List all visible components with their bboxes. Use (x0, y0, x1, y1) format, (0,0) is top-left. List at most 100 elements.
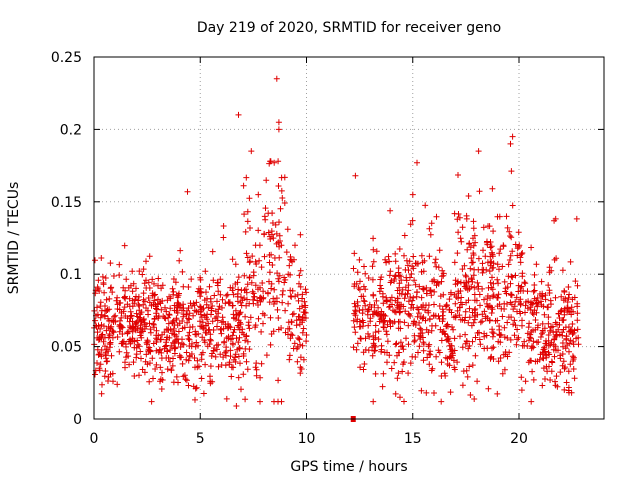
data-point (373, 248, 380, 255)
data-point (101, 289, 108, 296)
data-point (541, 311, 548, 318)
data-point (143, 351, 150, 358)
data-point (352, 329, 359, 336)
data-point (186, 329, 193, 336)
data-point (401, 398, 407, 405)
data-point (129, 318, 136, 325)
data-point (568, 304, 575, 311)
data-point (394, 375, 401, 382)
data-point (561, 289, 568, 295)
data-point (472, 239, 479, 246)
data-point (104, 358, 111, 365)
data-point (469, 338, 476, 345)
data-point (352, 172, 359, 179)
data-point (370, 398, 377, 405)
data-point (426, 350, 433, 357)
data-point (220, 234, 227, 241)
data-point (299, 303, 305, 310)
data-point (547, 327, 553, 334)
data-point (457, 288, 464, 294)
data-point (129, 297, 136, 304)
data-point (461, 262, 468, 269)
data-point (290, 310, 297, 317)
data-point (414, 159, 420, 166)
data-point (301, 298, 308, 305)
data-point (244, 208, 251, 215)
data-point (465, 278, 472, 285)
data-point (276, 232, 283, 239)
data-point (365, 275, 372, 281)
data-point (495, 291, 502, 298)
data-point (152, 366, 159, 372)
data-point (475, 283, 482, 290)
data-point (98, 347, 105, 353)
data-point (462, 331, 469, 338)
data-point (566, 308, 573, 315)
data-point (553, 331, 560, 338)
data-point (106, 340, 113, 347)
data-point (159, 369, 165, 376)
data-point (552, 294, 559, 301)
data-point (197, 288, 204, 295)
data-point (535, 339, 542, 345)
data-point (440, 328, 447, 335)
data-point (265, 229, 272, 236)
data-point (193, 308, 200, 315)
data-point (545, 304, 552, 311)
data-point (244, 218, 251, 225)
data-point (143, 258, 149, 265)
data-point (151, 280, 157, 287)
data-point (271, 398, 277, 405)
data-point (466, 305, 473, 312)
data-point (147, 326, 154, 333)
data-point (222, 349, 229, 356)
data-point (420, 347, 427, 354)
data-point (113, 297, 120, 304)
data-point (227, 347, 234, 354)
data-point (96, 365, 103, 372)
data-point (281, 200, 288, 206)
data-point (152, 291, 158, 298)
data-point (494, 303, 501, 310)
data-point (164, 347, 171, 354)
data-point (471, 307, 478, 314)
data-point (536, 356, 543, 363)
data-point (138, 309, 145, 316)
data-point (217, 351, 224, 358)
data-point (169, 285, 176, 292)
data-point (474, 279, 481, 286)
data-point (468, 255, 475, 262)
data-point (114, 294, 121, 301)
data-point (470, 259, 476, 266)
data-point (570, 354, 577, 361)
data-point (489, 345, 495, 352)
data-point (159, 297, 166, 304)
data-point (494, 294, 500, 301)
data-point (396, 308, 403, 315)
data-point (146, 253, 153, 260)
data-point (396, 246, 403, 252)
data-point (558, 293, 565, 300)
data-point (442, 303, 449, 310)
data-point (541, 325, 548, 332)
data-point (116, 328, 123, 335)
data-point (448, 354, 455, 361)
data-point (276, 219, 282, 226)
data-point (114, 306, 121, 312)
data-point (402, 308, 409, 315)
data-point (162, 304, 168, 311)
data-point (170, 339, 177, 346)
data-point (533, 261, 540, 268)
data-point (531, 295, 538, 302)
data-point (377, 276, 384, 283)
data-point (217, 291, 224, 298)
data-point (425, 302, 432, 309)
data-point (361, 298, 368, 305)
data-point (247, 225, 253, 231)
data-point (542, 296, 549, 303)
data-point (121, 294, 128, 301)
data-point (439, 312, 446, 319)
data-point (423, 389, 430, 396)
data-point (381, 324, 387, 331)
data-point (222, 300, 229, 307)
